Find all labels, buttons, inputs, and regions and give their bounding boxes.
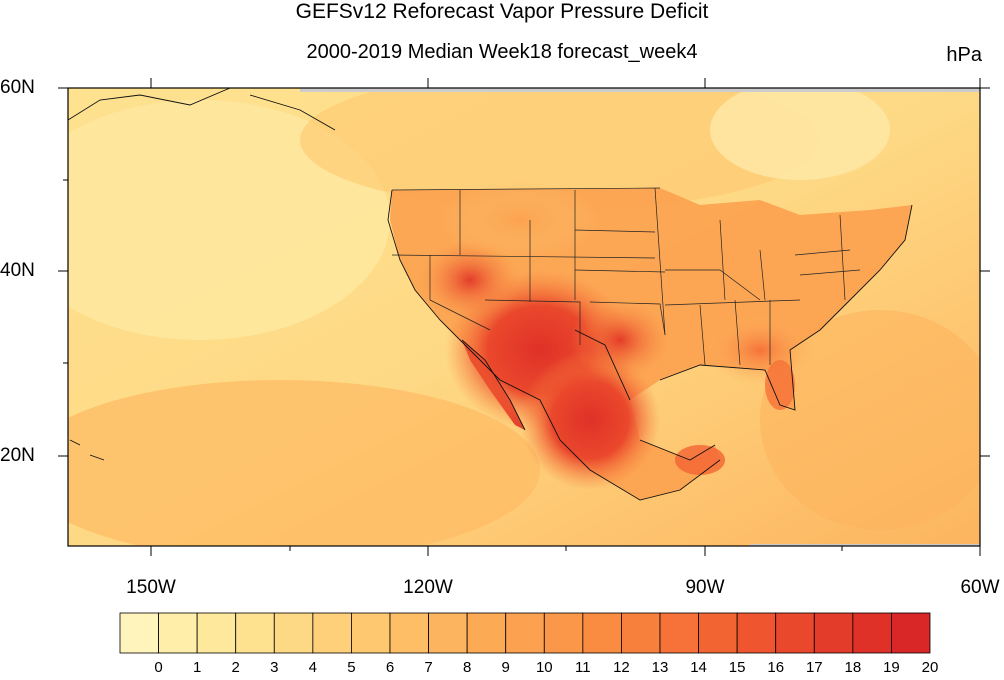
lat-label-60n: 60N — [0, 77, 35, 98]
colorbar-tick-label: 19 — [883, 659, 900, 676]
units-label: hPa — [946, 44, 982, 66]
colorbar-tick-label: 16 — [767, 659, 785, 676]
colorbar-swatch — [775, 612, 815, 654]
colorbar-swatch — [621, 612, 661, 654]
colorbar-tick-label: 10 — [535, 659, 553, 676]
state-borders — [391, 187, 861, 366]
missing-data-top — [300, 88, 980, 92]
coastlines — [68, 88, 913, 501]
mexico-hotspot — [520, 350, 660, 490]
colorbar-tick-label: 3 — [270, 659, 279, 676]
southeast-warm — [705, 315, 815, 385]
colorbar-tick-label: 7 — [424, 659, 433, 676]
colorbar-tick-label: 14 — [690, 659, 707, 676]
colorbar-tick-label: 0 — [154, 659, 163, 676]
pacific-low-vpd — [68, 100, 390, 340]
colorbar-tick-label: 17 — [805, 659, 823, 676]
colorbar-swatch — [582, 612, 622, 654]
colorbar-tick-label: 13 — [651, 659, 669, 676]
colorbar-tick-label: 5 — [347, 659, 356, 676]
texas-hotspot — [570, 300, 670, 380]
colorbar-tick-label: 6 — [385, 659, 395, 676]
florida-warm — [765, 360, 795, 410]
map-frame — [67, 87, 981, 547]
colorbar-tick-label: 18 — [844, 659, 862, 676]
colorbar-swatch — [505, 612, 545, 654]
map-title: GEFSv12 Reforecast Vapor Pressure Defici… — [295, 0, 709, 23]
colorbar-swatch — [158, 612, 198, 654]
atlantic-subtropic — [760, 310, 980, 530]
lon-label-120w: 120W — [403, 577, 453, 598]
colorbar-tick-label: 11 — [575, 659, 591, 676]
lon-label-150w: 150W — [126, 577, 176, 598]
colorbar-swatch — [852, 612, 892, 654]
colorbar-swatch — [235, 612, 275, 654]
lat-label-20n: 20N — [0, 445, 35, 466]
map-plot-area — [68, 88, 980, 546]
colorbar-swatch — [659, 612, 699, 654]
colorbar-tick-label: 1 — [192, 659, 202, 676]
colorbar-swatch — [351, 612, 391, 654]
map-subtitle: 2000-2019 Median Week18 forecast_week4 — [306, 41, 698, 63]
colorbar-tick-label: 9 — [501, 659, 510, 676]
pacific-subtropic — [68, 380, 540, 546]
colorbar-swatch — [428, 612, 468, 654]
colorbar-swatch — [389, 612, 429, 654]
canada-field — [300, 88, 820, 210]
colorbar-tick-label: 8 — [462, 659, 472, 676]
colorbar — [119, 612, 931, 654]
colorbar-tick-label: 20 — [921, 659, 939, 676]
colorbar-swatch — [312, 612, 352, 654]
colorbar-swatch — [813, 612, 854, 654]
lon-label-60w: 60W — [960, 577, 1000, 598]
colorbar-swatch — [543, 612, 584, 654]
colorbar-swatch — [736, 612, 777, 654]
missing-data-bottom — [750, 544, 980, 546]
colorbar-tick-label: 2 — [231, 659, 240, 676]
lon-label-90w: 90W — [685, 577, 725, 598]
colorbar-swatch — [119, 612, 159, 654]
hudson-low — [710, 88, 890, 180]
colorbar-tick-label: 4 — [308, 659, 318, 676]
lat-label-40n: 40N — [0, 260, 35, 281]
colorbar-tick-label: 12 — [613, 659, 630, 676]
colorbar-swatch — [891, 612, 931, 654]
colorbar-swatch — [273, 612, 314, 654]
northern-plains — [440, 180, 600, 260]
colorbar-swatch — [466, 612, 507, 654]
colorbar-swatch — [698, 612, 738, 654]
yucatan-warm — [675, 445, 725, 475]
axis-ticks — [58, 78, 990, 556]
colorbar-tick-label: 15 — [728, 659, 746, 676]
colorbar-swatch — [196, 612, 237, 654]
